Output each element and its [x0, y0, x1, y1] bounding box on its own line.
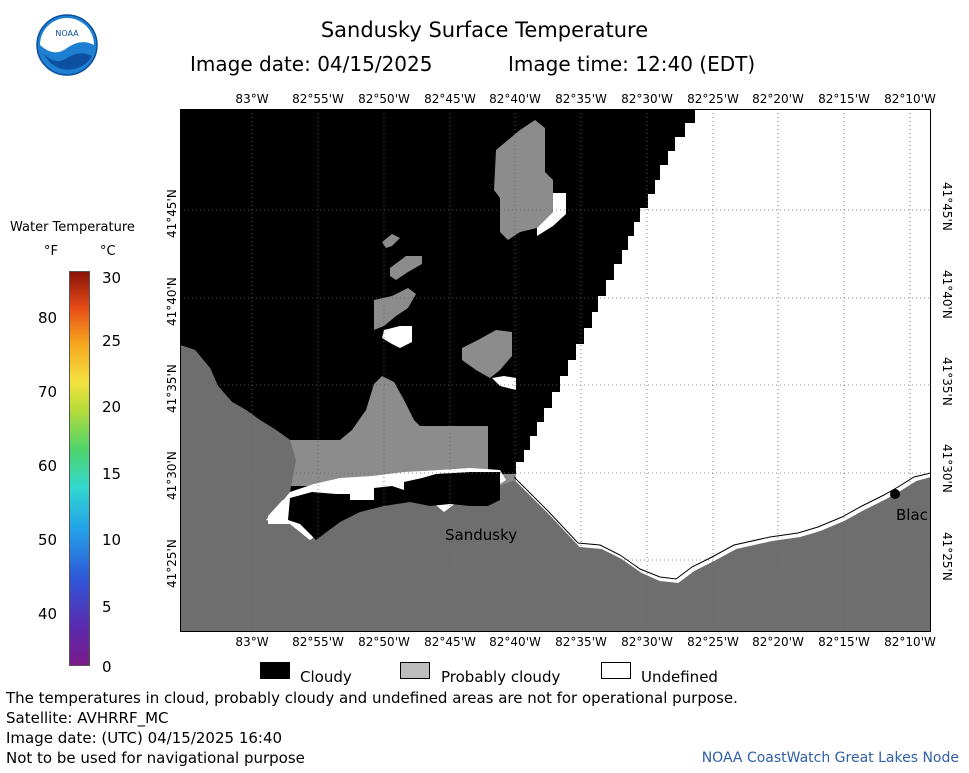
lat-label: 41°25'N	[940, 532, 954, 581]
colorbar-title: Water Temperature	[10, 220, 135, 235]
f-tick: 60	[38, 457, 58, 475]
legend-swatch-probably-cloudy	[400, 662, 430, 679]
lon-label: 82°40'W	[489, 635, 541, 649]
unit-celsius: °C	[100, 244, 116, 259]
lon-label: 82°20'W	[752, 635, 804, 649]
lon-label: 82°15'W	[818, 92, 870, 106]
lon-label: 82°25'W	[687, 635, 739, 649]
f-tick: 70	[38, 383, 58, 401]
lon-label: 82°55'W	[292, 92, 344, 106]
lon-label: 82°40'W	[489, 92, 541, 106]
probably-cloudy-patch	[374, 288, 416, 330]
lon-label: 82°35'W	[555, 92, 607, 106]
shoreline	[515, 475, 931, 584]
probably-cloudy-patch	[537, 193, 566, 236]
place-label-blac: Blac	[896, 506, 928, 524]
lon-label: 82°50'W	[358, 92, 410, 106]
c-tick: 30	[102, 269, 122, 287]
probably-cloudy-patch	[492, 376, 516, 390]
lat-label: 41°35'N	[940, 357, 954, 406]
place-label-sandusky: Sandusky	[445, 526, 517, 544]
lon-label: 82°25'W	[687, 92, 739, 106]
probably-cloudy-patch	[382, 234, 400, 248]
map-frame	[180, 109, 931, 632]
utc-image-date: Image date: (UTC) 04/15/2025 16:40	[6, 729, 283, 747]
land-area	[180, 345, 931, 632]
lon-label: 82°10'W	[884, 635, 936, 649]
lon-label: 82°10'W	[884, 92, 936, 106]
map-title: Sandusky Surface Temperature	[320, 18, 649, 42]
disclaimer-note: The temperatures in cloud, probably clou…	[6, 689, 738, 707]
c-tick: 0	[102, 658, 112, 676]
lat-label: 41°40'N	[940, 270, 954, 319]
c-tick: 10	[102, 531, 122, 549]
lon-label: 82°35'W	[555, 635, 607, 649]
satellite-info: Satellite: AVHRRF_MC	[6, 709, 169, 727]
logo-text: NOAA	[55, 29, 79, 38]
map-panel: Sandusky Blac	[180, 109, 931, 632]
legend-label-cloudy: Cloudy	[300, 668, 352, 686]
c-tick: 25	[102, 332, 122, 350]
lon-label: 82°55'W	[292, 635, 344, 649]
place-marker-blac	[890, 489, 900, 499]
noaa-logo: NOAA	[36, 14, 98, 76]
lat-label: 41°40'N	[165, 277, 179, 326]
shoreline-outer	[513, 472, 931, 580]
temperature-colorbar	[69, 271, 90, 666]
lat-label: 41°45'N	[940, 182, 954, 231]
lat-label: 41°35'N	[165, 364, 179, 413]
lon-label: 82°15'W	[818, 635, 870, 649]
c-tick: 20	[102, 398, 122, 416]
c-tick: 5	[102, 598, 112, 616]
lon-label: 82°30'W	[621, 635, 673, 649]
image-time: Image time: 12:40 (EDT)	[508, 52, 756, 76]
f-tick: 50	[38, 531, 58, 549]
legend-label-probably-cloudy: Probably cloudy	[441, 668, 561, 686]
lon-label: 82°45'W	[424, 92, 476, 106]
lon-label: 82°45'W	[424, 635, 476, 649]
legend-swatch-undefined	[601, 662, 631, 679]
legend-label-undefined: Undefined	[641, 668, 718, 686]
f-tick: 40	[38, 605, 58, 623]
lat-label: 41°30'N	[940, 444, 954, 493]
image-date: Image date: 04/15/2025	[190, 52, 433, 76]
probably-cloudy-patch	[462, 330, 512, 378]
credit-text: NOAA CoastWatch Great Lakes Node	[701, 750, 959, 766]
legend-swatch-cloudy	[260, 662, 290, 679]
unit-fahrenheit: °F	[44, 244, 58, 259]
lat-label: 41°45'N	[165, 189, 179, 238]
c-tick: 15	[102, 465, 122, 483]
lon-label: 82°50'W	[358, 635, 410, 649]
lat-label: 41°25'N	[165, 539, 179, 588]
f-tick: 80	[38, 309, 58, 327]
lon-label: 83°W	[235, 92, 269, 106]
probably-cloudy-patch	[382, 326, 412, 348]
bay-cloudy-strip	[288, 472, 500, 540]
probably-cloudy-patch	[390, 256, 422, 280]
cloudy-area	[180, 109, 695, 500]
lon-label: 82°20'W	[752, 92, 804, 106]
lon-label: 82°30'W	[621, 92, 673, 106]
lat-label: 41°30'N	[165, 451, 179, 500]
navigation-disclaimer: Not to be used for navigational purpose	[6, 749, 305, 767]
lon-label: 83°W	[235, 635, 269, 649]
